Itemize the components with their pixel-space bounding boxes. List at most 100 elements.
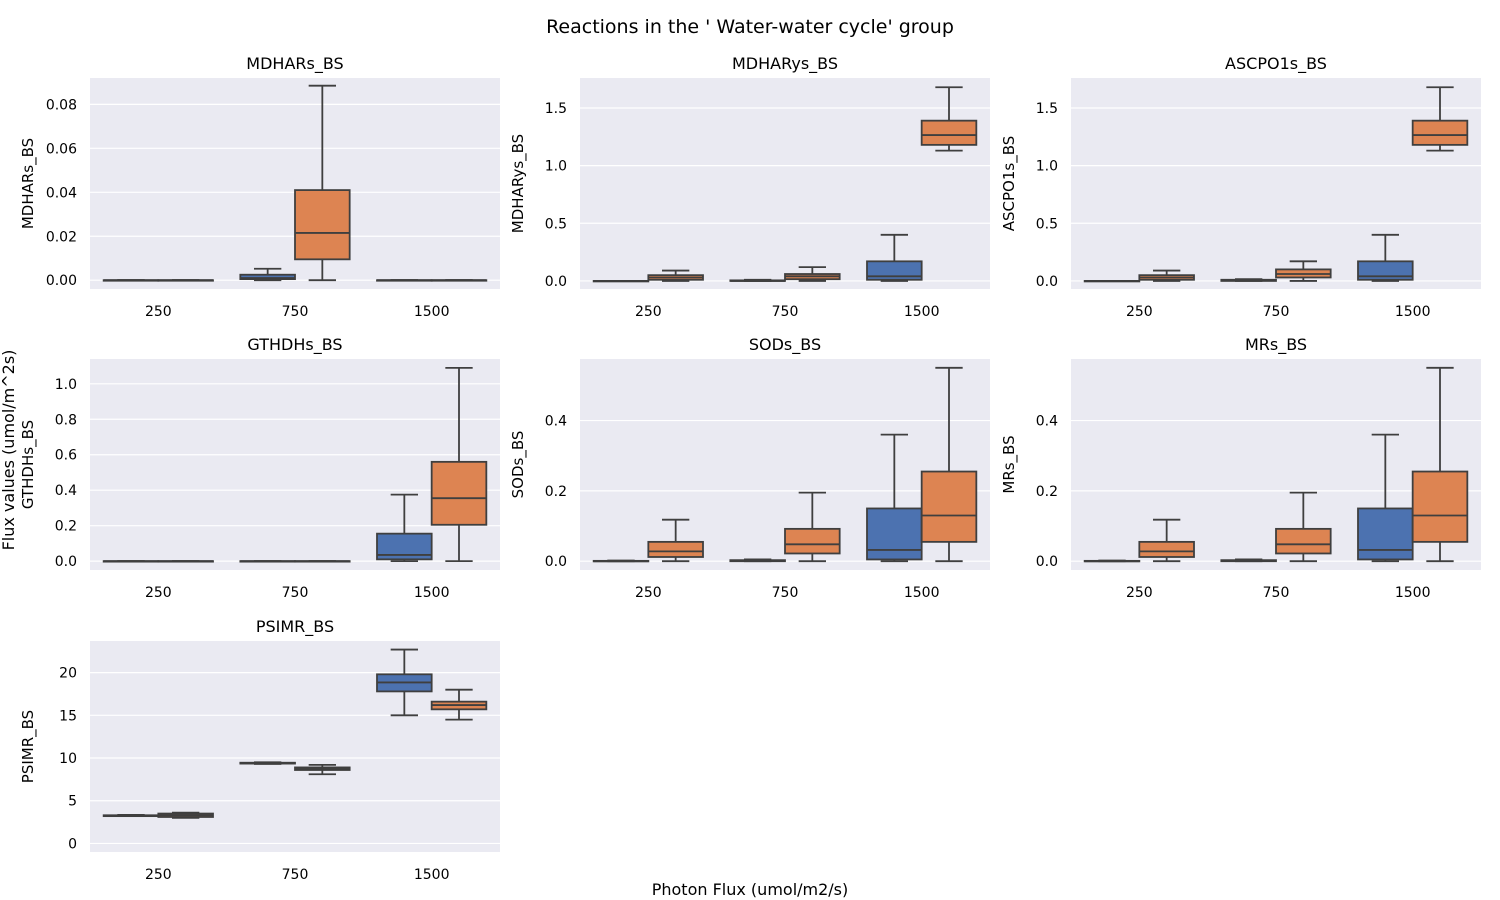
box-body (1357, 507, 1414, 561)
subplot-title: MDHARs_BS (246, 54, 343, 74)
box-body (920, 119, 978, 146)
y-tick-label: 0.8 (55, 412, 77, 428)
box-250-blue (1083, 559, 1141, 563)
box-1500-blue (1357, 433, 1414, 563)
y-tick-label: 0 (68, 836, 77, 852)
x-tick-label: 750 (282, 585, 309, 601)
subplot-title: MDHARys_BS (732, 54, 838, 74)
y-tick-label: 0.2 (55, 519, 77, 535)
subplot-sods-bs: 0.0 0.2 0.4 250 750 1500 SODs_BS SODs_BS (509, 335, 990, 601)
y-tick-label: 5 (68, 794, 77, 810)
box-750-blue (239, 560, 296, 563)
y-tick-label: 1.5 (545, 101, 567, 117)
subplot-psimr-bs: 0 5 10 15 20 250 750 1500 PSIMR_BS PSIMR_BS (19, 617, 500, 883)
y-tick-label: 0.5 (1036, 216, 1058, 232)
box-1500-blue (1357, 233, 1414, 282)
box-750-orange (294, 84, 351, 282)
box-body (1411, 119, 1469, 146)
y-tick-label: 0.2 (1036, 484, 1058, 500)
subplot-ascpo1s-bs: 0.0 0.5 1.0 1.5 250 750 1500 ASCPO1s_BS ASCPO1s_… (1000, 54, 1481, 320)
subplot-title: ASCPO1s_BS (1225, 54, 1327, 74)
plot-area (580, 78, 990, 289)
y-tick-label: 0.02 (46, 229, 77, 245)
subplot-mrs-bs: 0.0 0.2 0.4 250 750 1500 MRs_BS MRs_BS (1000, 335, 1481, 601)
y-tick-label: 0.6 (55, 448, 77, 464)
box-1500-orange (920, 86, 978, 152)
y-tick-label: 0.0 (545, 274, 567, 290)
x-tick-label: 1500 (1395, 304, 1431, 320)
y-tick-label: 0.2 (545, 484, 567, 500)
box-body (866, 507, 923, 561)
box-250-blue (592, 280, 650, 283)
y-tick-label: 1.0 (545, 159, 567, 175)
x-tick-label: 250 (635, 304, 662, 320)
box-1500-blue (866, 433, 923, 563)
subplot-mdharys-bs: 0.0 0.5 1.0 1.5 250 750 1500 MDHARys_BS MDHARys_… (509, 54, 990, 320)
box-250-blue (102, 560, 160, 563)
x-tick-label: 1500 (414, 867, 450, 883)
y-tick-label: 0.4 (55, 483, 77, 499)
y-tick-label: 0.4 (1036, 414, 1058, 430)
box-750-orange (784, 491, 841, 563)
x-tick-label: 750 (1263, 585, 1290, 601)
y-tick-label: 10 (59, 751, 77, 767)
box-body (294, 189, 351, 261)
box-750-blue (1220, 278, 1277, 282)
x-tick-label: 250 (145, 304, 172, 320)
y-tick-label: 0.06 (46, 141, 77, 157)
box-750-blue (239, 267, 296, 282)
subplot-gthdhs-bs: 0.0 0.2 0.4 0.6 0.8 1.0 250 750 1500 GTHDHs_BS GTH… (19, 335, 500, 601)
y-axis-label: SODs_BS (509, 431, 528, 499)
box-250-orange (647, 269, 704, 282)
box-1500-orange (430, 688, 488, 721)
plot-area (1071, 78, 1481, 289)
box-body (1357, 260, 1414, 281)
box-750-orange (1275, 260, 1332, 282)
y-axis-label: GTHDHs_BS (19, 420, 38, 509)
x-tick-label: 250 (635, 585, 662, 601)
y-axis-label: ASCPO1s_BS (1000, 136, 1019, 232)
box-1500-blue (376, 493, 433, 563)
box-750-orange (784, 266, 841, 282)
box-750-blue (239, 761, 296, 765)
y-tick-label: 0.0 (545, 554, 567, 570)
x-tick-label: 250 (1126, 585, 1153, 601)
x-tick-label: 250 (1126, 304, 1153, 320)
box-1500-orange (430, 279, 488, 282)
box-1500-blue (866, 233, 923, 282)
y-tick-label: 0.08 (46, 97, 77, 113)
global-x-axis-label: Photon Flux (umol/m2/s) (652, 880, 849, 899)
x-tick-label: 750 (282, 304, 309, 320)
box-1500-orange (1411, 86, 1469, 152)
x-tick-label: 1500 (414, 585, 450, 601)
y-tick-label: 1.0 (55, 377, 77, 393)
box-750-blue (729, 278, 786, 282)
subplot-title: SODs_BS (749, 335, 821, 355)
y-axis-label: MDHARys_BS (509, 134, 528, 233)
x-tick-label: 1500 (904, 304, 940, 320)
y-axis-label: MDHARs_BS (19, 138, 38, 229)
box-1500-orange (920, 366, 978, 563)
box-250-orange (157, 279, 214, 282)
box-body (920, 470, 978, 543)
x-tick-label: 750 (1263, 304, 1290, 320)
box-body (784, 527, 841, 555)
y-tick-label: 0.04 (46, 185, 77, 201)
box-body (866, 260, 923, 281)
box-250-orange (157, 560, 214, 563)
x-tick-label: 1500 (1395, 585, 1431, 601)
box-750-orange (294, 560, 351, 563)
box-1500-orange (430, 366, 488, 563)
y-tick-label: 0.0 (1036, 274, 1058, 290)
box-250-blue (102, 813, 160, 818)
x-tick-label: 250 (145, 867, 172, 883)
x-tick-label: 1500 (904, 585, 940, 601)
box-1500-orange (1411, 366, 1469, 563)
y-tick-label: 0.00 (46, 273, 77, 289)
subplot-title: MRs_BS (1245, 335, 1307, 355)
x-tick-label: 750 (772, 585, 799, 601)
box-1500-blue (376, 279, 433, 282)
box-750-blue (1220, 558, 1277, 563)
box-750-blue (729, 558, 786, 563)
